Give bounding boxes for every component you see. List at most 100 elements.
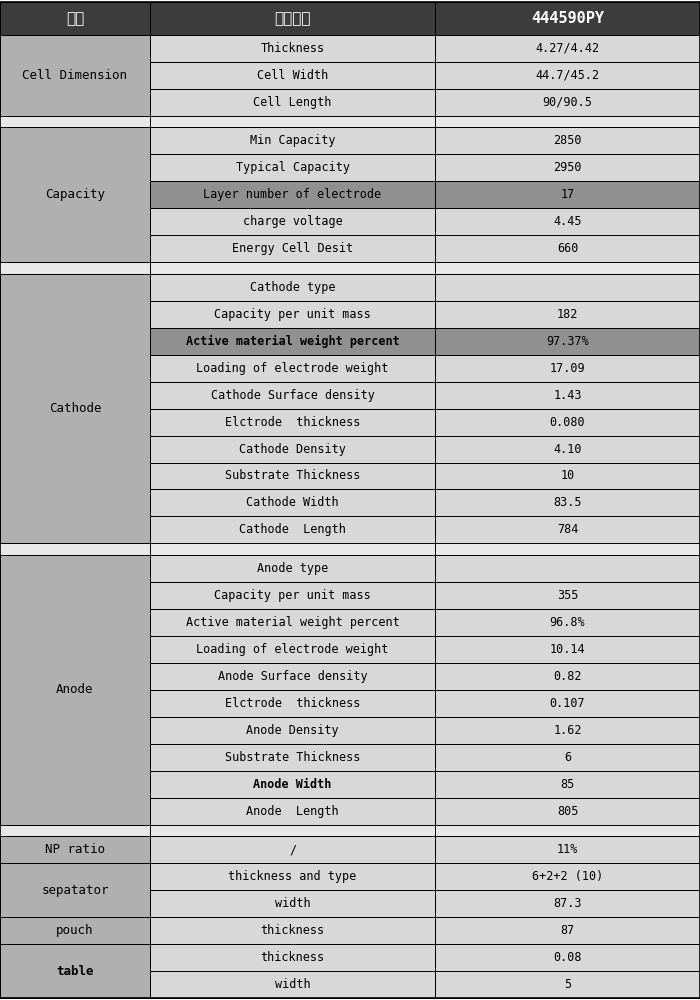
Bar	[435, 274, 700, 301]
Text: Anode Density: Anode Density	[246, 724, 339, 737]
Text: Anode  Length: Anode Length	[246, 805, 339, 818]
Bar	[0, 836, 150, 863]
Text: 1.43: 1.43	[553, 389, 582, 402]
Text: 0.080: 0.080	[550, 416, 585, 429]
Text: Loading of electrode weight: Loading of electrode weight	[196, 362, 389, 375]
Bar	[150, 690, 435, 717]
Bar	[150, 355, 435, 382]
Bar	[150, 836, 435, 863]
Bar	[0, 262, 700, 274]
Text: thickness and type: thickness and type	[228, 870, 356, 883]
Bar	[150, 235, 435, 262]
Text: Elctrode  thickness: Elctrode thickness	[225, 416, 360, 429]
Text: 1.62: 1.62	[553, 724, 582, 737]
Bar	[150, 555, 435, 582]
Bar	[0, 863, 150, 917]
Text: Anode type: Anode type	[257, 562, 328, 575]
Bar	[435, 89, 700, 116]
Bar	[435, 463, 700, 489]
Bar	[435, 409, 700, 436]
Bar	[435, 382, 700, 409]
Text: pouch: pouch	[56, 924, 94, 937]
Bar	[150, 717, 435, 744]
Text: 4.45: 4.45	[553, 215, 582, 228]
Text: 4.10: 4.10	[553, 443, 582, 456]
Text: Capacity: Capacity	[45, 188, 105, 201]
Bar	[435, 690, 700, 717]
Bar	[435, 971, 700, 998]
Text: Cell Dimension: Cell Dimension	[22, 69, 127, 82]
Bar	[150, 609, 435, 636]
Text: thickness: thickness	[260, 951, 325, 964]
Text: Anode Surface density: Anode Surface density	[218, 670, 368, 683]
Bar	[0, 116, 700, 127]
Text: 355: 355	[556, 589, 578, 602]
Bar	[150, 127, 435, 154]
Text: Cathode: Cathode	[49, 402, 102, 415]
Bar	[150, 62, 435, 89]
Bar	[150, 463, 435, 489]
Text: Active material weight percent: Active material weight percent	[186, 335, 400, 348]
Bar	[0, 2, 150, 35]
Bar	[435, 663, 700, 690]
Bar	[150, 301, 435, 328]
Text: 784: 784	[556, 523, 578, 536]
Text: Cathode Width: Cathode Width	[246, 496, 339, 509]
Text: Layer number of electrode: Layer number of electrode	[204, 188, 382, 201]
Text: Elctrode  thickness: Elctrode thickness	[225, 697, 360, 710]
Bar	[435, 516, 700, 543]
Bar	[0, 543, 700, 555]
Bar	[435, 798, 700, 825]
Text: 2950: 2950	[553, 161, 582, 174]
Bar	[150, 409, 435, 436]
Bar	[150, 971, 435, 998]
Text: NP ratio: NP ratio	[45, 843, 105, 856]
Bar	[150, 798, 435, 825]
Bar	[150, 636, 435, 663]
Bar	[435, 2, 700, 35]
Bar	[435, 771, 700, 798]
Bar	[435, 744, 700, 771]
Text: 参数: 参数	[66, 11, 84, 26]
Text: width: width	[274, 897, 310, 910]
Text: Loading of electrode weight: Loading of electrode weight	[196, 643, 389, 656]
Bar	[435, 355, 700, 382]
Bar	[435, 836, 700, 863]
Text: 2850: 2850	[553, 134, 582, 147]
Bar	[150, 181, 435, 208]
Text: charge voltage: charge voltage	[243, 215, 342, 228]
Text: Capacity per unit mass: Capacity per unit mass	[214, 308, 371, 321]
Bar	[150, 663, 435, 690]
Text: 97.37%: 97.37%	[546, 335, 589, 348]
Bar	[150, 890, 435, 917]
Text: 660: 660	[556, 242, 578, 255]
Bar	[435, 917, 700, 944]
Text: Cathode  Length: Cathode Length	[239, 523, 346, 536]
Text: 6: 6	[564, 751, 571, 764]
Bar	[435, 863, 700, 890]
Text: table: table	[56, 965, 94, 978]
Text: Active material weight percent: Active material weight percent	[186, 616, 400, 629]
Bar	[435, 555, 700, 582]
Bar	[0, 555, 150, 825]
Bar	[150, 154, 435, 181]
Text: Cathode Density: Cathode Density	[239, 443, 346, 456]
Text: /: /	[289, 843, 296, 856]
Bar	[0, 274, 150, 543]
Text: 6+2+2 (10): 6+2+2 (10)	[532, 870, 603, 883]
Bar	[435, 582, 700, 609]
Bar	[150, 917, 435, 944]
Bar	[150, 2, 435, 35]
Bar	[150, 436, 435, 463]
Bar	[435, 436, 700, 463]
Text: Capacity per unit mass: Capacity per unit mass	[214, 589, 371, 602]
Bar	[435, 154, 700, 181]
Text: 10: 10	[561, 469, 575, 482]
Bar	[435, 717, 700, 744]
Text: 44.7/45.2: 44.7/45.2	[536, 69, 600, 82]
Bar	[0, 825, 700, 836]
Bar	[150, 744, 435, 771]
Text: 17.09: 17.09	[550, 362, 585, 375]
Text: sepatator: sepatator	[41, 884, 108, 897]
Text: 85: 85	[561, 778, 575, 791]
